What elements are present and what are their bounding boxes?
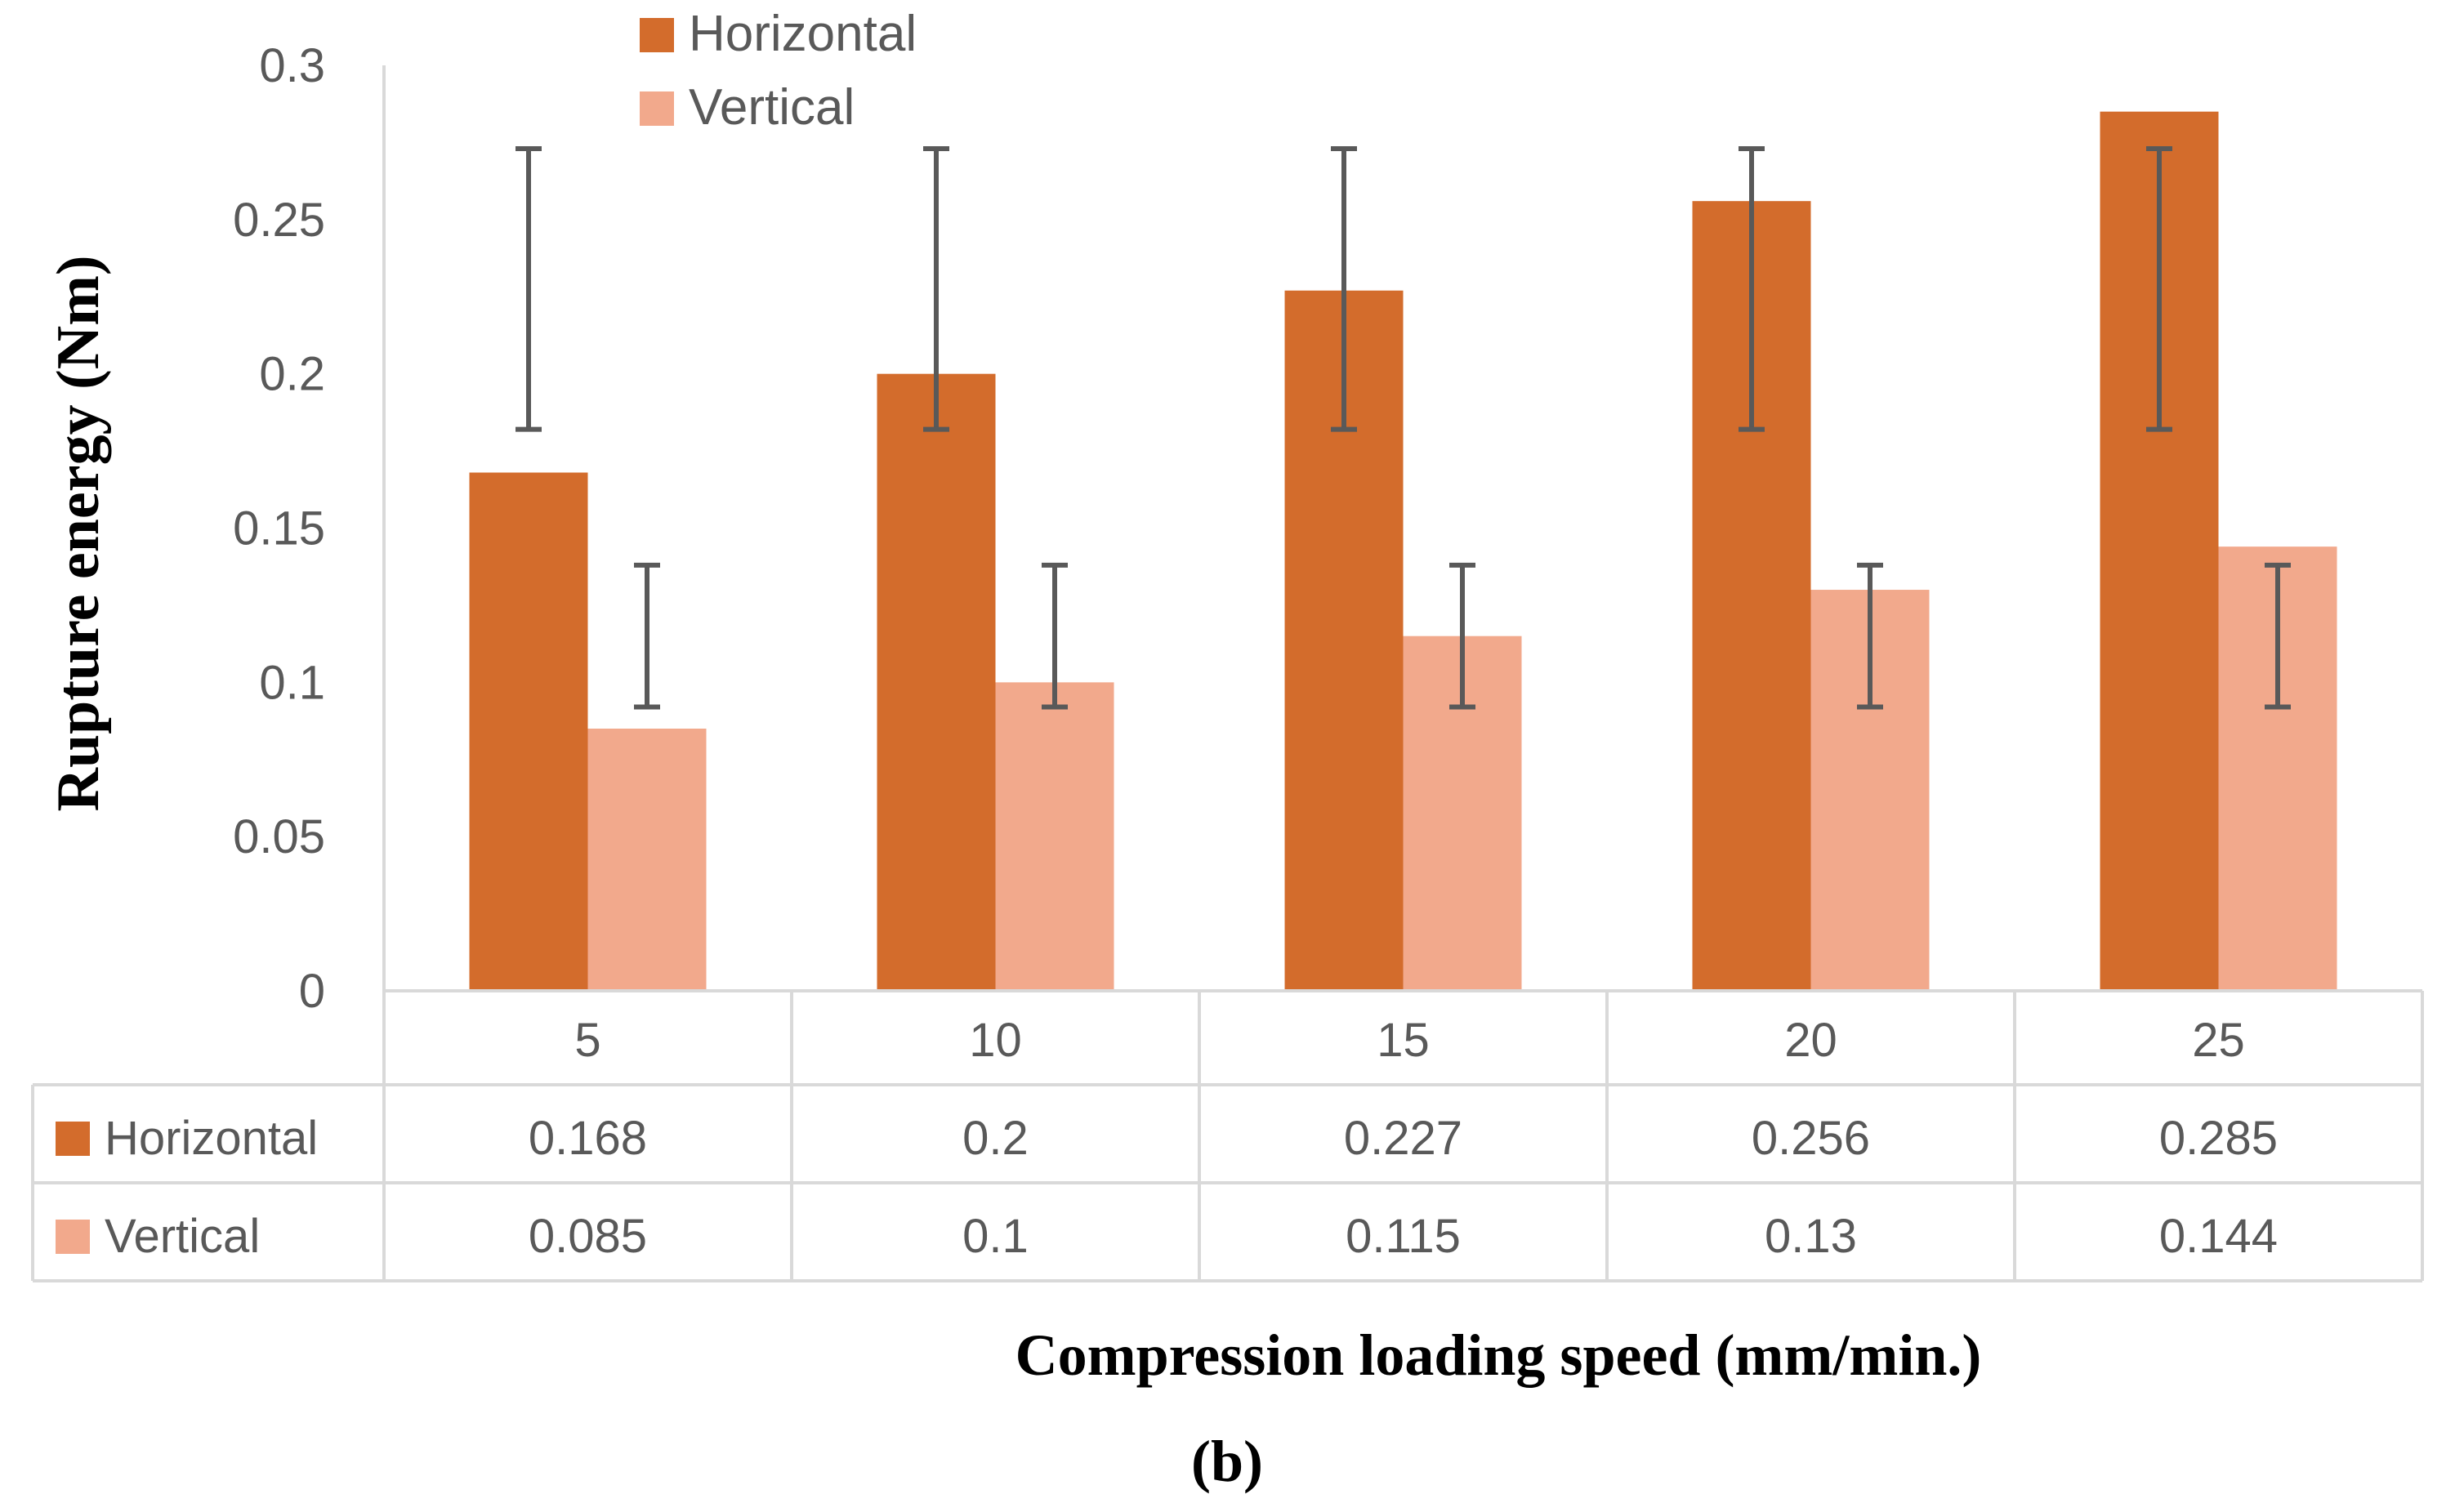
- table-value-horizontal: 0.227: [1344, 1112, 1462, 1165]
- error-bar-horizontal-10: [923, 145, 949, 432]
- table-value-vertical: 0.13: [1765, 1210, 1857, 1263]
- table-value-vertical: 0.144: [2159, 1210, 2278, 1263]
- bar-vertical-10: [995, 682, 1114, 991]
- table-legend-key-vertical: [56, 1220, 90, 1254]
- x-tick-label: 15: [1377, 1014, 1430, 1067]
- table-value-horizontal: 0.256: [1752, 1112, 1870, 1165]
- y-tick-label: 0.1: [259, 656, 325, 709]
- x-tick-label: 10: [969, 1014, 1022, 1067]
- bar-horizontal-5: [469, 472, 588, 991]
- x-tick-label: 5: [574, 1014, 600, 1067]
- table-value-vertical: 0.085: [529, 1210, 647, 1263]
- table-series-name: Vertical: [105, 1210, 260, 1263]
- error-bar-vertical-15: [1449, 562, 1475, 710]
- y-tick-label: 0.25: [233, 194, 325, 247]
- error-bar-horizontal-5: [516, 145, 542, 432]
- error-bar-horizontal-20: [1739, 145, 1765, 432]
- error-bar-vertical-5: [634, 562, 660, 710]
- axes: 0 0.05 0.1 0.15 0.2 0.25 0.3: [233, 39, 386, 1018]
- table-value-horizontal: 0.2: [962, 1112, 1029, 1165]
- data-table: 5 10 15 20 25 Horizontal 0.168 0.2 0.227 0.256 0.2…: [31, 989, 2424, 1282]
- error-bar-horizontal-15: [1331, 145, 1357, 432]
- legend-label-horizontal: Horizontal: [689, 6, 917, 62]
- y-axis-title: Rupture energy (Nm): [45, 256, 112, 812]
- error-bar-vertical-20: [1857, 562, 1883, 710]
- table-series-name: Horizontal: [105, 1112, 318, 1165]
- table-value-horizontal: 0.168: [529, 1112, 647, 1165]
- error-bars: [516, 145, 2291, 710]
- legend: Horizontal Vertical: [640, 6, 917, 136]
- figure-caption: (b): [1191, 1429, 1263, 1494]
- x-axis-title: Compression loading speed (mm/min.): [1015, 1322, 1982, 1388]
- table-value-vertical: 0.1: [962, 1210, 1029, 1263]
- table-legend-key-horizontal: [56, 1122, 90, 1156]
- error-bar-vertical-25: [2265, 562, 2291, 710]
- x-tick-label: 25: [2192, 1014, 2245, 1067]
- bar-vertical-5: [587, 728, 707, 991]
- table-value-horizontal: 0.285: [2159, 1112, 2278, 1165]
- legend-key-vertical: [640, 91, 674, 126]
- table-value-vertical: 0.115: [1346, 1210, 1461, 1263]
- bar-horizontal-10: [877, 373, 996, 992]
- legend-key-horizontal: [640, 18, 674, 52]
- y-tick-label: 0.2: [259, 348, 325, 401]
- y-tick-label: 0.05: [233, 810, 325, 863]
- error-bar-vertical-10: [1042, 562, 1068, 710]
- y-tick-label: 0.3: [259, 39, 325, 92]
- y-tick-label: 0.15: [233, 502, 325, 555]
- error-bar-horizontal-25: [2146, 145, 2172, 432]
- y-tick-label: 0: [299, 965, 325, 1018]
- legend-label-vertical: Vertical: [689, 79, 855, 136]
- bars: [469, 111, 2337, 992]
- x-tick-label: 20: [1784, 1014, 1837, 1067]
